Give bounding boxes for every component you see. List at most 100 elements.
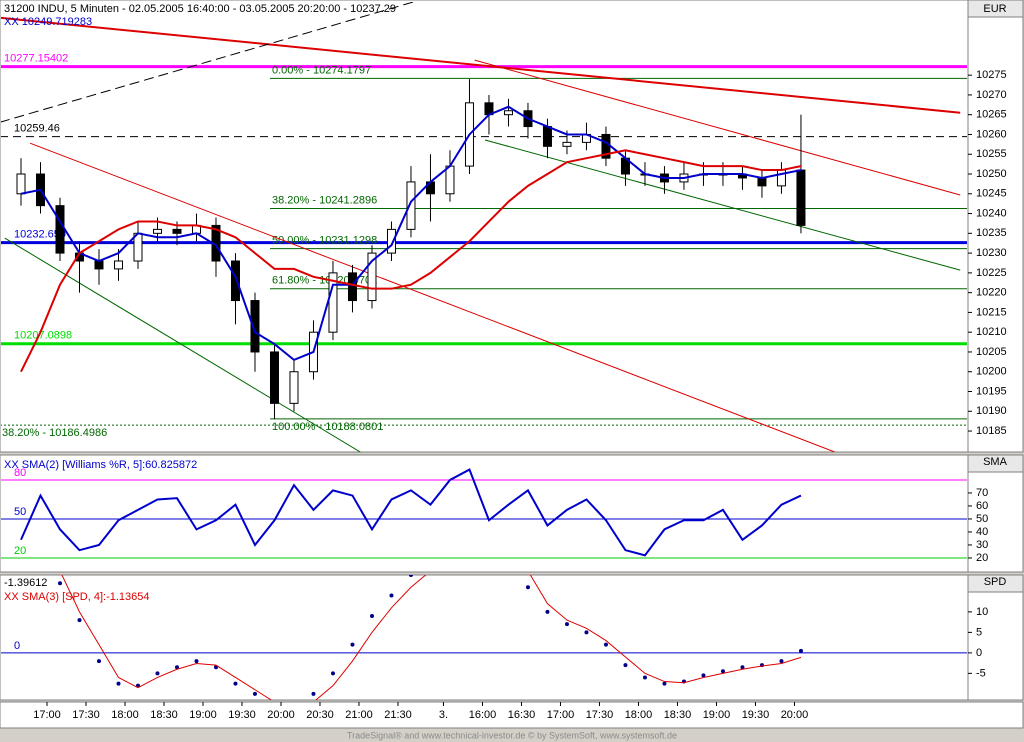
y-tick-label: 10225 — [976, 267, 1007, 279]
x-tick-label: 17:00 — [547, 709, 575, 721]
axis-label: EUR — [983, 3, 1006, 15]
x-tick-label: 16:00 — [469, 709, 497, 721]
axis-label-box — [967, 0, 1024, 18]
trendline — [1, 2, 416, 123]
level-label: 80 — [14, 467, 26, 479]
x-tick-label: 17:00 — [33, 709, 61, 721]
candle-body — [562, 141, 572, 147]
x-tick-label: 20:00 — [781, 709, 809, 721]
y-tick-label: 10255 — [976, 148, 1007, 160]
candle-body — [542, 126, 552, 147]
y-tick-label: 10200 — [976, 366, 1007, 378]
y-tick-label: 70 — [976, 487, 988, 499]
y-tick-label: 10250 — [976, 168, 1007, 180]
y-tick-label: 10185 — [976, 425, 1007, 437]
level-label: 10232.650 — [14, 229, 66, 241]
y-tick-label: 10195 — [976, 385, 1007, 397]
dot — [389, 593, 394, 598]
dot — [720, 669, 725, 674]
x-tick-label: 19:30 — [742, 709, 770, 721]
indicator-title: XX SMA(3) [SPD, 4]:-1.13654 — [4, 591, 150, 603]
candle-body — [269, 351, 279, 404]
candle-body — [94, 260, 104, 270]
chart-title: 31200 INDU, 5 Minuten - 02.05.2005 16:40… — [4, 3, 396, 15]
axis-label-box — [967, 574, 1024, 593]
fib-label: 38.20% - 10241.2896 — [272, 194, 377, 206]
dot — [311, 691, 316, 696]
indicator-line — [20, 468, 802, 557]
dot — [369, 613, 374, 618]
dot — [623, 663, 628, 668]
footer: TradeSignal® and www.technical-investor.… — [347, 730, 677, 740]
plot-area: 80 50 20 — [1, 467, 967, 559]
dot — [642, 675, 647, 680]
y-tick-label: 30 — [976, 539, 988, 551]
trendline — [1, 16, 961, 114]
x-tick-label: 16:30 — [508, 709, 536, 721]
y-tick-label: 10220 — [976, 287, 1007, 299]
williams-axis — [967, 454, 1024, 573]
x-tick-label: 19:30 — [228, 709, 256, 721]
x-tick-label: 19:00 — [189, 709, 217, 721]
level-label: 0 — [14, 640, 20, 652]
dot — [798, 648, 803, 653]
indicator-title: XX SMA(2) [Williams %R, 5]:60.825872 — [4, 459, 197, 471]
y-tick-label: -5 — [976, 667, 986, 679]
x-tick-label: 20:00 — [267, 709, 295, 721]
y-tick-label: 10265 — [976, 109, 1007, 121]
candle-body — [289, 371, 299, 404]
dot — [77, 618, 82, 623]
y-tick-label: 60 — [976, 500, 988, 512]
y-tick-label: 5 — [976, 626, 982, 638]
candle-body — [152, 228, 162, 234]
candle-body — [406, 181, 416, 230]
fib-label: 61.80% - 10220.9701 — [272, 275, 377, 287]
candle-body — [113, 260, 123, 270]
candle-body — [386, 228, 396, 254]
candle-body — [445, 165, 455, 195]
candle-body — [757, 177, 767, 187]
candle-body — [796, 169, 806, 226]
plot-area: 10277.15402 10259.46 10232.650 10207.0898 0.… — [1, 2, 967, 452]
dot — [584, 630, 589, 635]
level-label: 50 — [14, 506, 26, 518]
y-tick-label: 10205 — [976, 346, 1007, 358]
y-tick-label: 0 — [976, 647, 982, 659]
dot — [779, 659, 784, 664]
candle-body — [250, 300, 260, 353]
trendline — [29, 142, 835, 452]
candle-body — [55, 205, 65, 254]
indicator-value: -1.39612 — [4, 577, 47, 589]
axis-label-box — [967, 454, 1024, 473]
indicator-line — [61, 575, 427, 700]
trendline — [484, 139, 961, 271]
spd-axis — [967, 574, 1024, 701]
y-tick-label: 40 — [976, 526, 988, 538]
dot — [155, 671, 160, 676]
y-tick-label: 50 — [976, 513, 988, 525]
candle-body — [503, 110, 513, 116]
x-tick-label: 18:00 — [625, 709, 653, 721]
x-tick-label: 21:00 — [345, 709, 373, 721]
x-tick-label: 21:30 — [384, 709, 412, 721]
x-tick-label: 19:00 — [703, 709, 731, 721]
williams-panel — [0, 454, 969, 573]
indicator-line — [529, 575, 802, 684]
axis-label: SPD — [984, 576, 1007, 588]
fib-label: 38.20% - 10186.4986 — [2, 427, 107, 439]
candle-body — [347, 272, 357, 302]
y-tick-label: 10245 — [976, 188, 1007, 200]
dot — [525, 585, 530, 590]
level-label: 20 — [14, 545, 26, 557]
level-label: 10207.0898 — [14, 330, 72, 342]
spd-panel — [0, 574, 969, 701]
dot — [174, 665, 179, 670]
chart-subtitle: XX 10249.719283 — [4, 16, 92, 28]
x-tick-label: 20:30 — [306, 709, 334, 721]
dot — [57, 581, 62, 586]
dot — [96, 659, 101, 664]
y-tick-label: 10230 — [976, 247, 1007, 259]
x-tick-label: 18:30 — [150, 709, 178, 721]
